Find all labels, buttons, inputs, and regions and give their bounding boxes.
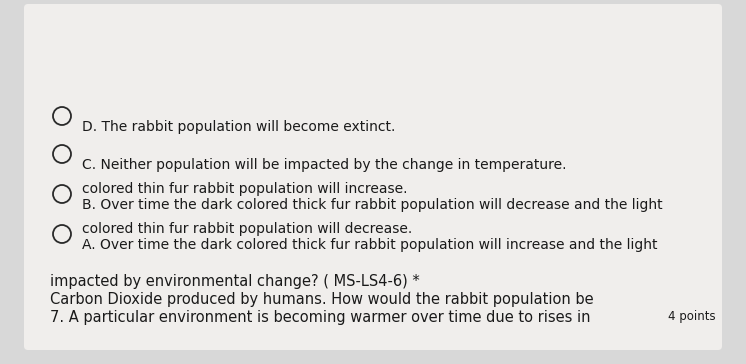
Text: colored thin fur rabbit population will decrease.: colored thin fur rabbit population will … — [82, 222, 413, 236]
Text: 4 points: 4 points — [668, 310, 715, 323]
Text: C. Neither population will be impacted by the change in temperature.: C. Neither population will be impacted b… — [82, 158, 566, 172]
Text: D. The rabbit population will become extinct.: D. The rabbit population will become ext… — [82, 120, 395, 134]
Text: 7. A particular environment is becoming warmer over time due to rises in: 7. A particular environment is becoming … — [50, 310, 591, 325]
Text: colored thin fur rabbit population will increase.: colored thin fur rabbit population will … — [82, 182, 407, 196]
Text: A. Over time the dark colored thick fur rabbit population will increase and the : A. Over time the dark colored thick fur … — [82, 238, 657, 252]
FancyBboxPatch shape — [24, 4, 722, 350]
Text: impacted by environmental change? ( MS-LS4-6) *: impacted by environmental change? ( MS-L… — [50, 274, 420, 289]
Text: B. Over time the dark colored thick fur rabbit population will decrease and the : B. Over time the dark colored thick fur … — [82, 198, 662, 212]
Text: Carbon Dioxide produced by humans. How would the rabbit population be: Carbon Dioxide produced by humans. How w… — [50, 292, 594, 307]
